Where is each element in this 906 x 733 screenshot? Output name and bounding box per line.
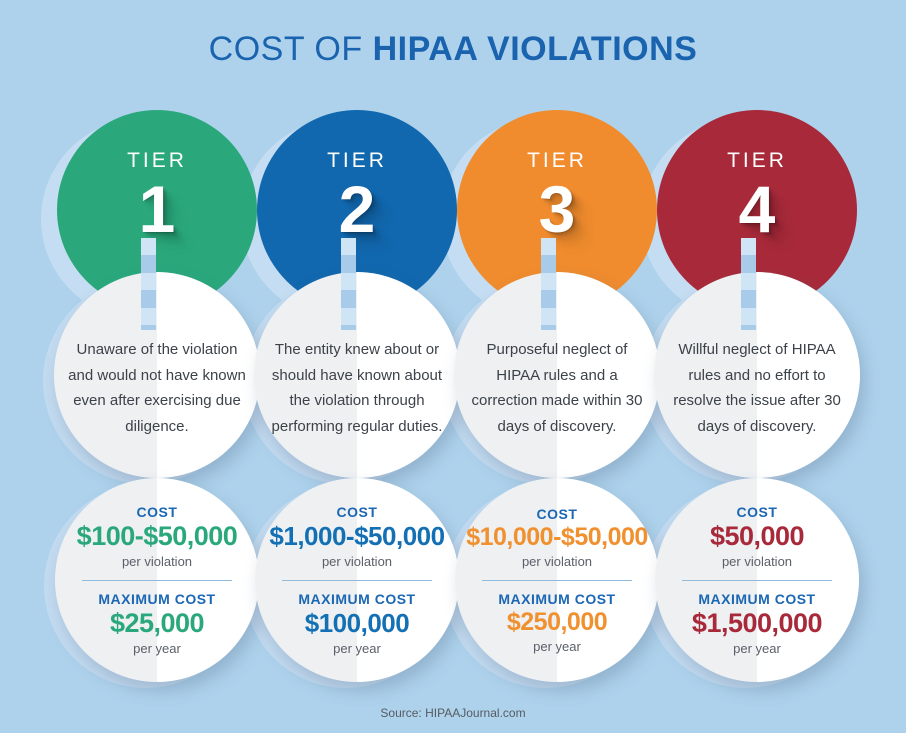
tier-1-max-cost-value: $25,000 — [109, 608, 205, 638]
tier-3-max-cost-unit: per year — [533, 639, 581, 654]
tier-1-cost-value: $100-$50,000 — [76, 521, 238, 551]
tier-1-cost-divider — [82, 580, 232, 581]
tier-3-cost-circle: COST $10,000-$50,000 per violation MAXIM… — [455, 478, 659, 682]
tier-2-number: 2 — [338, 172, 376, 247]
page-title-prefix: COST OF — [208, 30, 373, 68]
tier-1-description-text: Unaware of the violation and would not h… — [68, 341, 246, 435]
tier-4-connector-dash-top — [741, 238, 756, 330]
tier-1-cost-label: COST — [136, 504, 178, 520]
tier-3-cost-label: COST — [536, 506, 578, 522]
tier-2-connector-dash-top — [341, 238, 356, 330]
tier-2-max-cost-value: $100,000 — [304, 608, 410, 638]
tier-1-label: TIER — [127, 149, 187, 173]
tier-4-cost-circle: COST $50,000 per violation MAXIMUM COST … — [655, 478, 859, 682]
tier-2-max-cost-label: MAXIMUM COST — [298, 591, 416, 607]
tier-4-description-circle: Willful neglect of HIPAA rules and no ef… — [654, 272, 860, 478]
tier-3-number: 3 — [538, 172, 576, 247]
page-title-emphasis: HIPAA VIOLATIONS — [372, 30, 698, 68]
tier-2-cost-value: $1,000-$50,000 — [269, 521, 445, 551]
tier-4-max-cost-value: $1,500,000 — [691, 608, 823, 638]
tier-4-max-cost-unit: per year — [733, 641, 781, 656]
source-text: Source: HIPAAJournal.com — [380, 706, 526, 720]
tier-2-description-circle: The entity knew about or should have kno… — [254, 272, 460, 478]
tier-2-cost-unit: per violation — [321, 554, 393, 569]
tier-1-description-circle: Unaware of the violation and would not h… — [54, 272, 260, 478]
tier-4-cost-label: COST — [736, 504, 778, 520]
tier-2-cost-label: COST — [336, 504, 378, 520]
tier-4-max-cost-label: MAXIMUM COST — [698, 591, 816, 607]
tier-column-2: TIER 2 The entity knew about or should h… — [241, 0, 460, 733]
tier-2-label: TIER — [327, 149, 387, 173]
tier-column-4: TIER 4 Willful neglect of HIPAA rules an… — [641, 0, 860, 733]
tier-column-3: TIER 3 Purposeful neglect of HIPAA rules… — [441, 0, 660, 733]
tier-4-description-text: Willful neglect of HIPAA rules and no ef… — [673, 341, 841, 435]
tier-1-max-cost-label: MAXIMUM COST — [98, 591, 216, 607]
tier-1-max-cost-unit: per year — [133, 641, 181, 656]
tier-3-description-circle: Purposeful neglect of HIPAA rules and a … — [454, 272, 660, 478]
tier-4-cost-divider — [682, 580, 832, 581]
tier-3-max-cost-label: MAXIMUM COST — [498, 591, 616, 607]
tier-4-circle: TIER 4 — [657, 110, 857, 310]
tier-4-cost-unit: per violation — [721, 554, 793, 569]
tier-3-label: TIER — [527, 149, 587, 173]
tier-3-max-cost-value: $250,000 — [506, 608, 608, 636]
tier-1-cost-unit: per violation — [121, 554, 193, 569]
tier-4-number: 4 — [738, 172, 776, 247]
tier-2-max-cost-unit: per year — [333, 641, 381, 656]
tier-3-cost-divider — [482, 580, 632, 581]
tier-1-number: 1 — [138, 172, 176, 247]
tier-2-cost-divider — [282, 580, 432, 581]
tier-3-cost-value: $10,000-$50,000 — [466, 523, 648, 551]
tier-3-description-text: Purposeful neglect of HIPAA rules and a … — [471, 341, 643, 435]
tier-2-description-text: The entity knew about or should have kno… — [271, 341, 443, 435]
tier-4-label: TIER — [727, 149, 787, 173]
tier-3-connector-dash-top — [541, 238, 556, 330]
tier-4-cost-value: $50,000 — [709, 521, 805, 551]
tier-2-cost-circle: COST $1,000-$50,000 per violation MAXIMU… — [255, 478, 459, 682]
tier-1-cost-circle: COST $100-$50,000 per violation MAXIMUM … — [55, 478, 259, 682]
tier-1-connector-dash-top — [141, 238, 156, 330]
tier-column-1: TIER 1 Unaware of the violation and woul… — [41, 0, 260, 733]
tier-3-cost-unit: per violation — [521, 554, 593, 569]
page-title: COST OF HIPAA VIOLATIONS — [0, 30, 906, 69]
